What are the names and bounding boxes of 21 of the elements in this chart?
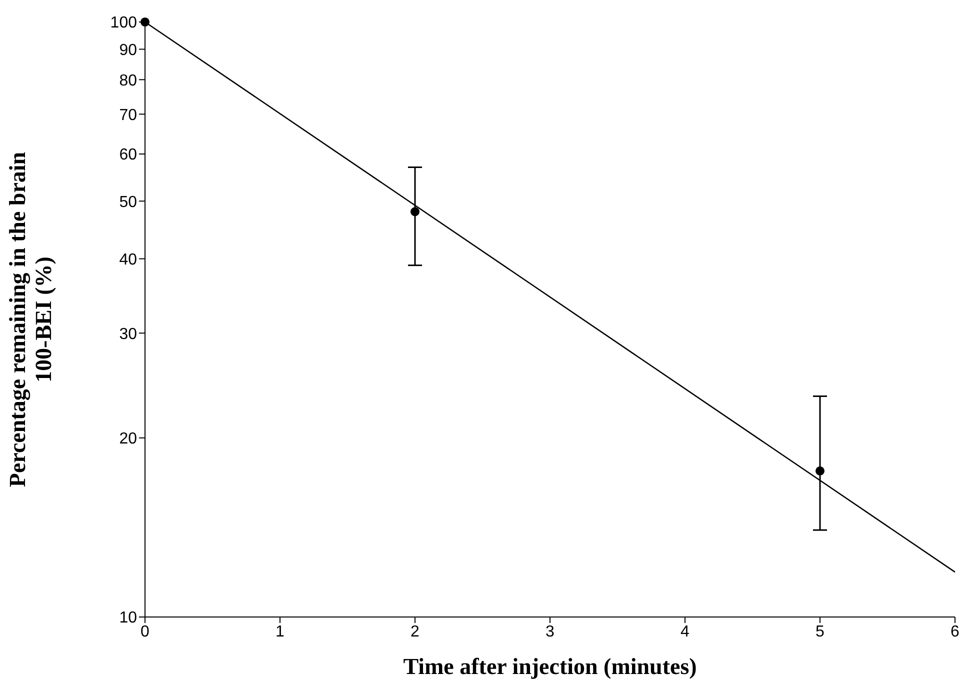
y-axis-title: Percentage remaining in the brain 100-BEI (%) xyxy=(5,152,56,488)
y-tick-label: 40 xyxy=(119,251,138,268)
y-tick-label: 20 xyxy=(119,430,138,448)
y-tick-label: 10 xyxy=(119,610,138,627)
point xyxy=(815,466,825,476)
point xyxy=(410,207,420,216)
x-tick-label: 0 xyxy=(140,623,150,640)
x-tick-label: 3 xyxy=(546,623,555,640)
x-tick-label: 5 xyxy=(816,623,825,640)
y-tick-label: 100 xyxy=(110,14,138,32)
y-tick-label: 70 xyxy=(119,106,138,124)
y-tick-label: 90 xyxy=(119,42,138,59)
x-tick-label: 2 xyxy=(410,623,420,640)
x-tick-label: 4 xyxy=(680,623,690,640)
y-tick-label: 80 xyxy=(119,72,138,90)
y-tick-label: 60 xyxy=(119,146,138,164)
y-tick-label: 30 xyxy=(119,326,138,343)
x-tick-label: 6 xyxy=(950,623,960,640)
x-tick-label: 1 xyxy=(276,623,285,640)
x-axis-title: Time after injection (minutes) xyxy=(403,654,697,679)
y-tick-label: 50 xyxy=(119,194,138,211)
